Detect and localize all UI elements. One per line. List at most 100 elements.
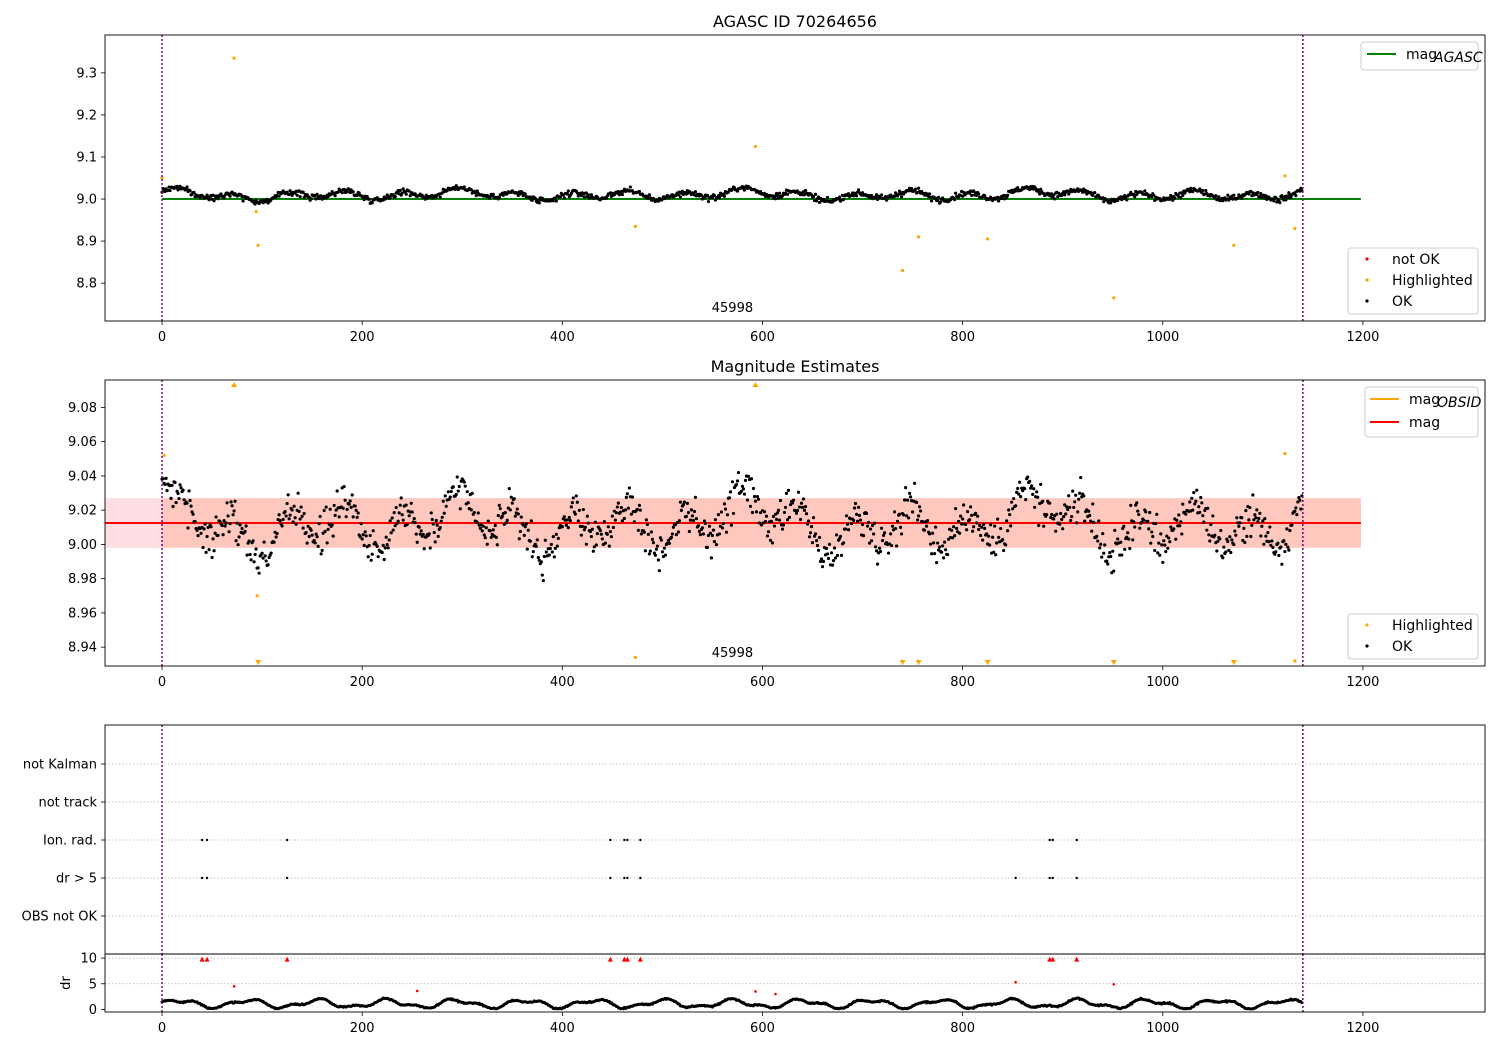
ok-point — [539, 560, 543, 564]
ok-point — [811, 516, 816, 520]
ok-point — [1165, 534, 1169, 538]
ok-point — [269, 551, 273, 555]
ok-point — [795, 508, 800, 513]
ok-point — [341, 506, 345, 510]
ok-point — [1155, 512, 1159, 516]
ok-point — [703, 521, 708, 525]
ok-point — [354, 508, 358, 512]
ok-point — [469, 508, 473, 512]
ok-point — [869, 193, 874, 198]
ok-point — [169, 496, 173, 500]
ok-point — [764, 514, 769, 518]
y-tick-label: 9.1 — [76, 150, 97, 165]
ok-point — [954, 507, 958, 511]
ok-point — [1109, 201, 1113, 205]
ok-point — [234, 539, 238, 543]
ok-point — [1189, 186, 1193, 190]
legend-label: mag — [1409, 392, 1440, 408]
ok-point — [643, 549, 647, 553]
ok-point — [870, 523, 875, 528]
ok-point — [603, 541, 607, 545]
dr-offscale-point — [284, 956, 290, 962]
ok-point — [209, 525, 213, 529]
ok-point — [959, 514, 963, 518]
ok-point — [254, 547, 258, 551]
agasc-magnitude-plot: AGASC ID 70264656 45998 0 200 400 600 800 1000 1… — [76, 12, 1486, 345]
ok-point — [351, 515, 355, 519]
ok-point — [256, 566, 260, 570]
ok-point — [550, 550, 554, 554]
y-tick-label: 8.96 — [68, 606, 97, 621]
ok-point — [1279, 545, 1283, 549]
ok-point — [1178, 524, 1182, 528]
ok-point — [861, 534, 866, 538]
ok-point — [544, 550, 548, 554]
ok-point — [568, 518, 572, 523]
highlighted-point — [633, 655, 637, 660]
ok-point — [770, 541, 775, 545]
ok-point — [412, 517, 416, 521]
ok-point — [1017, 492, 1021, 496]
ok-point — [1151, 534, 1155, 539]
flag-point — [609, 876, 612, 880]
dr-red-point — [415, 989, 419, 993]
ok-point — [784, 491, 789, 495]
ok-point — [953, 534, 957, 538]
ok-point — [294, 522, 298, 526]
ok-point — [1153, 548, 1157, 553]
ok-point — [1007, 508, 1011, 512]
ok-point — [515, 507, 519, 511]
ok-point — [455, 475, 459, 479]
ok-point — [613, 518, 617, 522]
ok-point — [418, 532, 422, 536]
ok-point — [1259, 534, 1263, 538]
ok-point — [480, 529, 484, 533]
ok-point — [935, 560, 939, 565]
ok-point — [785, 192, 790, 196]
ok-point — [685, 501, 690, 505]
ok-point — [994, 553, 998, 557]
ok-point — [472, 510, 476, 515]
ok-point — [367, 543, 371, 548]
ok-point — [818, 559, 823, 564]
ok-point — [396, 519, 400, 523]
ok-point — [344, 515, 348, 519]
ok-point — [929, 199, 934, 203]
ok-point — [553, 196, 557, 200]
ok-point — [551, 535, 555, 539]
ok-point — [957, 519, 961, 524]
ok-point — [702, 519, 707, 523]
ok-point — [493, 523, 497, 528]
ok-point — [741, 487, 746, 491]
ok-point — [965, 528, 969, 532]
ok-point — [1294, 194, 1298, 198]
ok-point — [309, 528, 313, 532]
ok-point — [1079, 475, 1083, 480]
ok-point — [1209, 522, 1213, 527]
ok-point — [1149, 541, 1153, 545]
ok-point — [678, 195, 683, 199]
ok-point — [1280, 194, 1284, 198]
legend-box — [1347, 247, 1479, 315]
ok-point — [1265, 197, 1269, 201]
ok-point — [1198, 510, 1202, 515]
ok-point — [398, 503, 402, 507]
ok-point — [365, 195, 369, 199]
offscale-up-marker — [231, 382, 238, 387]
ok-point — [1188, 500, 1192, 504]
ok-point — [811, 195, 816, 199]
ok-point — [1091, 502, 1095, 506]
ok-point — [831, 559, 836, 563]
ok-point — [1042, 524, 1046, 528]
ok-point — [1243, 540, 1247, 545]
ok-point — [348, 499, 352, 503]
ok-point — [696, 524, 701, 528]
ok-point — [576, 519, 580, 523]
ok-point — [785, 518, 790, 522]
ok-point — [991, 535, 995, 539]
ok-point — [616, 501, 620, 505]
ok-point — [500, 514, 504, 519]
ok-point — [996, 517, 1000, 521]
ok-point — [929, 552, 934, 556]
ok-point — [580, 524, 584, 529]
